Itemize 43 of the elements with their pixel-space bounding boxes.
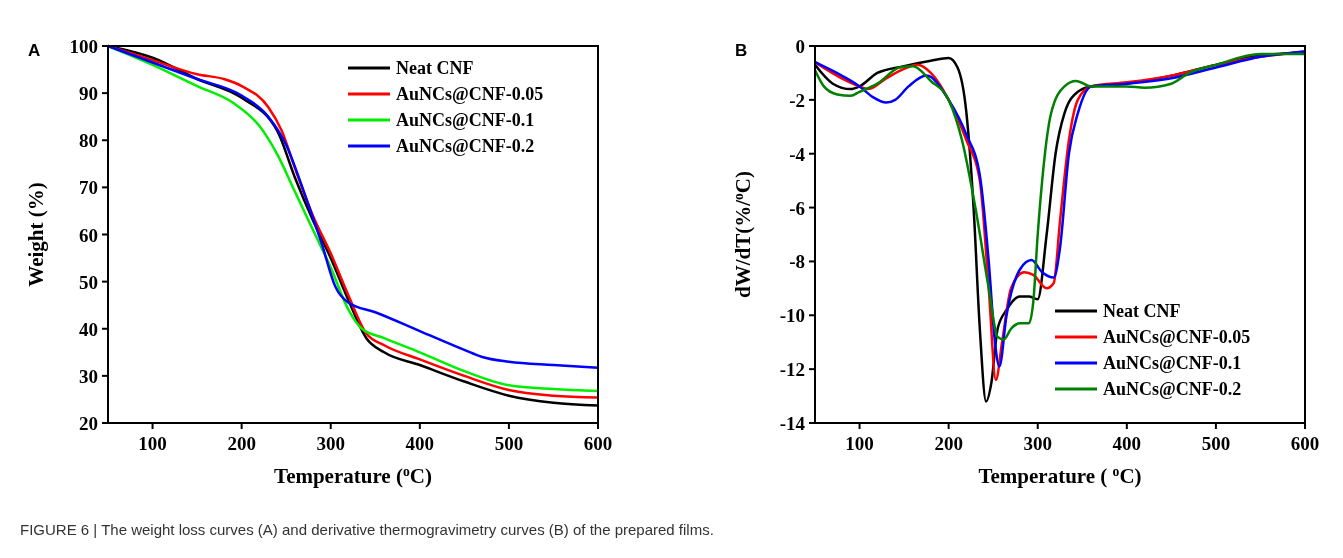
x-axis-title: Temperature ( $^{o}$C) xyxy=(978,463,1142,488)
x-tick-label: 100 xyxy=(138,433,167,454)
y-tick-label: -2 xyxy=(789,89,805,111)
y-tick-label: -4 xyxy=(789,143,806,165)
y-tick-label: -10 xyxy=(779,305,805,327)
caption: FIGURE 6 | The weight loss curves (A) and derivative thermogravimetry curves (B) of the prepared films. xyxy=(20,521,714,538)
legend-label: AuNCs@CNF-0.1 xyxy=(1103,353,1242,373)
y-tick-label: 30 xyxy=(79,365,98,387)
y-tick-label: -6 xyxy=(789,197,805,219)
y-tick-label: 60 xyxy=(79,224,98,246)
x-tick-label: 600 xyxy=(583,433,613,454)
y-axis-title: Weight (%) xyxy=(24,182,48,287)
x-tick-label: 300 xyxy=(1023,433,1052,454)
chart-title: B xyxy=(735,41,748,60)
y-tick-label: 20 xyxy=(79,413,98,434)
y-tick-label: 0 xyxy=(795,36,805,57)
legend-label: AuNCs@CNF-0.05 xyxy=(396,84,544,104)
x-tick-label: 500 xyxy=(1201,433,1231,454)
legend-label: AuNCs@CNF-0.05 xyxy=(1103,327,1251,347)
x-tick-label: 600 xyxy=(1290,433,1320,454)
legend-label: AuNCs@CNF-0.2 xyxy=(1103,379,1242,399)
x-tick-label: 200 xyxy=(934,433,963,454)
x-tick-label: 300 xyxy=(316,433,345,454)
x-tick-label: 400 xyxy=(1112,433,1142,454)
y-tick-label: 100 xyxy=(69,36,98,57)
x-tick-label: 400 xyxy=(405,433,435,454)
x-tick-label: 100 xyxy=(845,433,874,454)
chart-title: A xyxy=(28,41,41,60)
y-tick-label: 90 xyxy=(79,83,98,105)
legend-label: AuNCs@CNF-0.2 xyxy=(396,136,535,156)
y-tick-label: -8 xyxy=(789,251,805,273)
legend-label: Neat CNF xyxy=(396,58,474,78)
x-tick-label: 200 xyxy=(227,433,256,454)
x-axis-title: Temperature ($^{o}$C) xyxy=(274,463,432,488)
y-tick-label: 40 xyxy=(79,318,98,340)
y-tick-label: 80 xyxy=(79,130,98,152)
x-tick-label: 500 xyxy=(494,433,524,454)
legend-label: Neat CNF xyxy=(1103,301,1181,321)
y-tick-label: 70 xyxy=(79,177,98,199)
y-tick-label: -14 xyxy=(779,413,806,434)
legend-label: AuNCs@CNF-0.1 xyxy=(396,110,535,130)
y-tick-label: -12 xyxy=(779,359,805,381)
y-tick-label: 50 xyxy=(79,271,98,293)
